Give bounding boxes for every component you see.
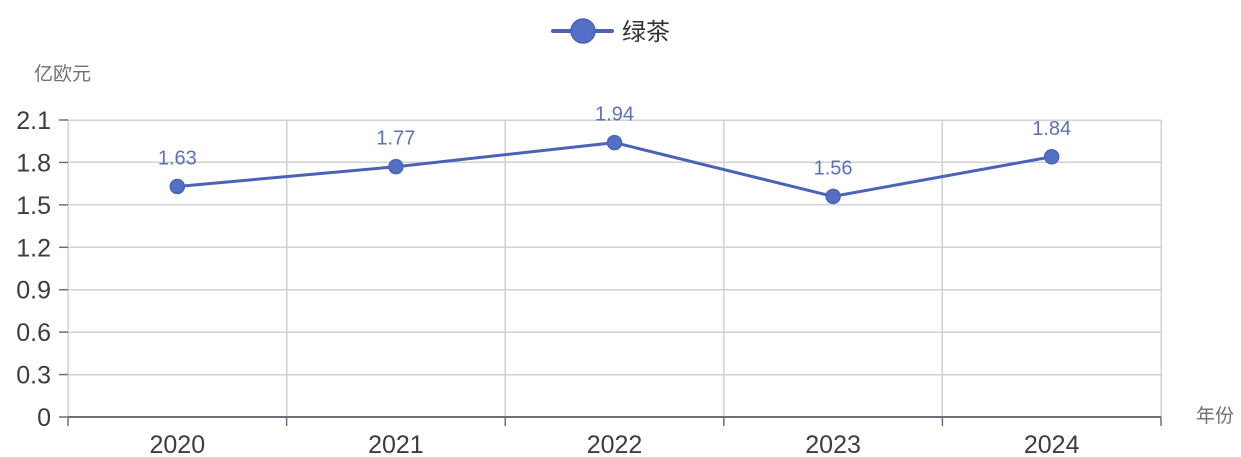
series <box>169 134 1060 205</box>
x-axis-name: 年份 <box>1196 405 1234 427</box>
x-axis: 2020 2021 2022 2023 2024 <box>67 416 1162 457</box>
data-point-marker[interactable] <box>825 188 841 205</box>
y-tick-label: 0.3 <box>16 362 51 390</box>
data-label: 1.84 <box>1032 118 1071 140</box>
legend-item[interactable]: 绿茶 <box>551 18 670 46</box>
y-tick-label: 1.2 <box>16 234 51 262</box>
legend-label: 绿茶 <box>622 18 670 46</box>
y-tick-label: 0.6 <box>16 319 51 347</box>
y-axis: 0 0.3 0.6 0.9 1.2 1.5 1.8 2.1 <box>16 107 68 432</box>
y-tick-label: 1.5 <box>16 192 51 220</box>
data-point-marker[interactable] <box>1043 149 1060 165</box>
data-point-marker[interactable] <box>388 158 404 175</box>
data-point-marker[interactable] <box>169 178 186 195</box>
y-tick-label: 0 <box>37 404 51 432</box>
y-tick-label: 1.8 <box>16 149 51 177</box>
y-axis-name: 亿欧元 <box>34 63 91 85</box>
data-label: 1.56 <box>814 157 853 179</box>
data-point-marker[interactable] <box>606 134 623 151</box>
y-tick-label: 0.9 <box>16 277 51 305</box>
data-label: 1.77 <box>376 128 415 150</box>
legend-marker-icon <box>570 18 596 44</box>
grid <box>67 119 1162 417</box>
x-tick-label: 2020 <box>149 431 205 457</box>
x-tick-label: 2022 <box>587 431 643 457</box>
series-line <box>175 141 1054 198</box>
y-tick-label: 2.1 <box>16 107 51 135</box>
x-tick-label: 2024 <box>1024 431 1080 457</box>
x-tick-label: 2021 <box>368 431 424 457</box>
data-labels: 1.63 1.77 1.94 1.56 1.84 <box>158 104 1071 180</box>
data-label: 1.94 <box>595 104 634 126</box>
data-label: 1.63 <box>158 147 197 169</box>
x-tick-label: 2023 <box>805 431 861 457</box>
